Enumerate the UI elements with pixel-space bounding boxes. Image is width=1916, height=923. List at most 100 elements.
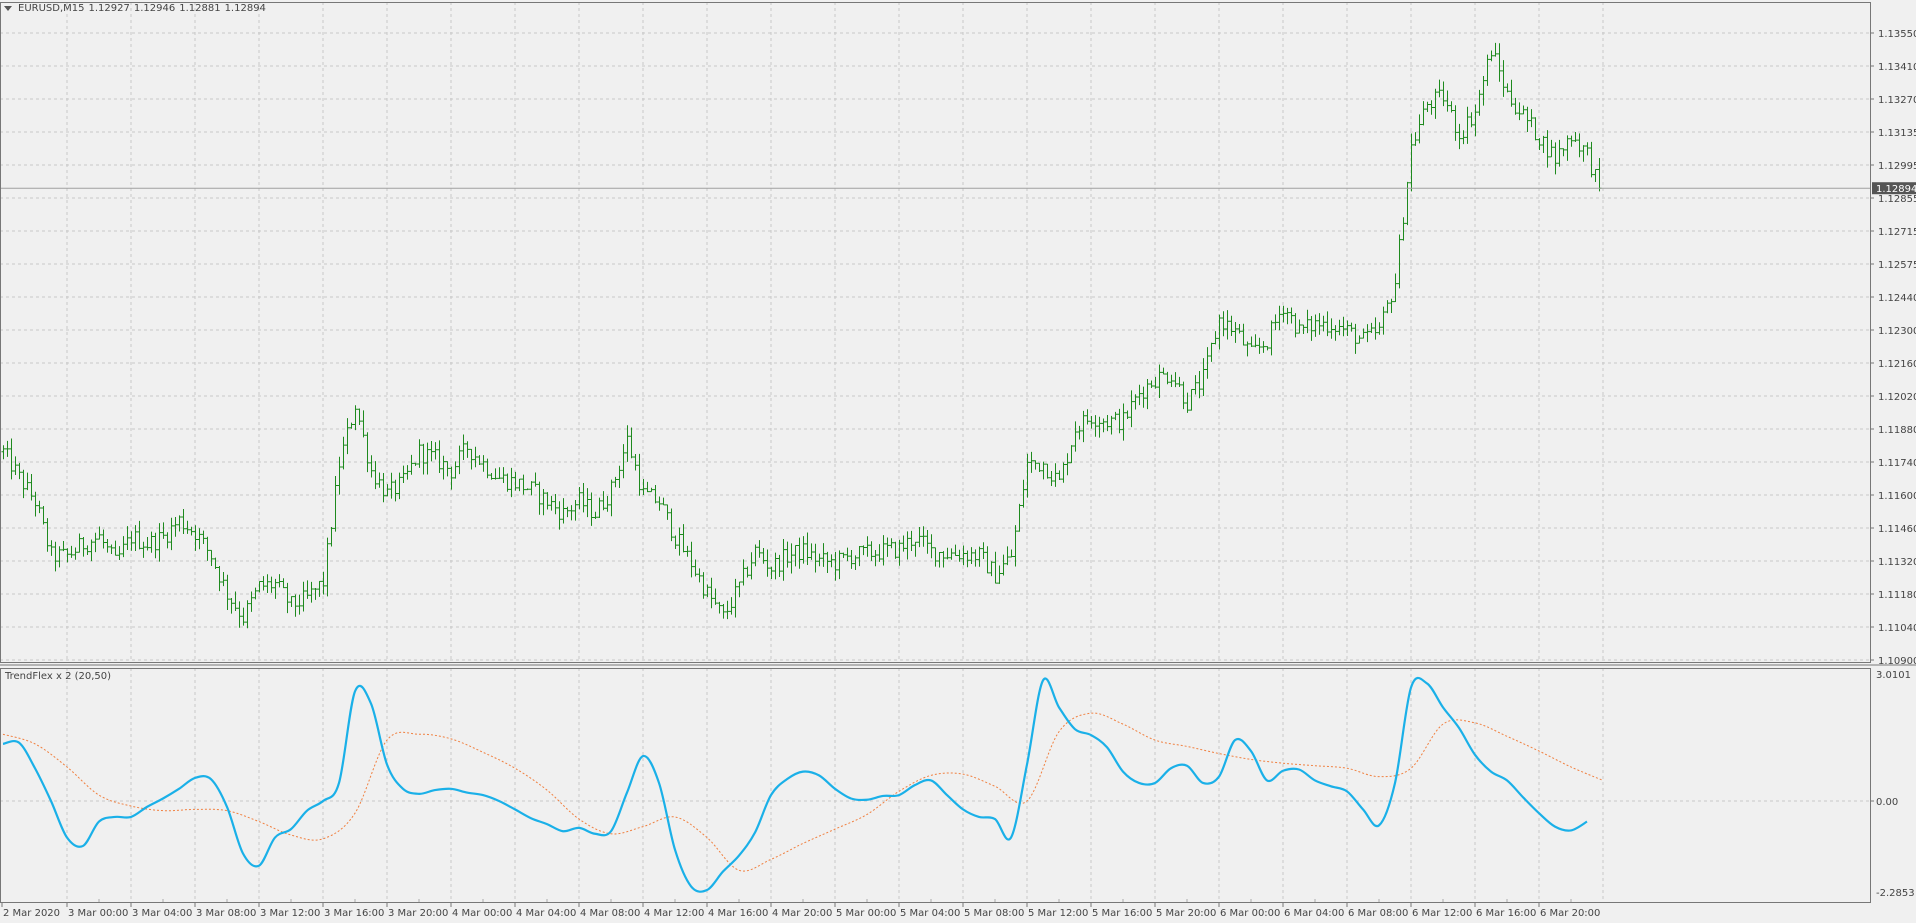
chart-header: EURUSD,M15 1.12927 1.12946 1.12881 1.128…	[4, 3, 266, 14]
time-label: 3 Mar 04:00	[132, 908, 192, 919]
price-bar	[501, 467, 506, 483]
price-bar	[389, 472, 394, 499]
price-bar	[1361, 328, 1366, 339]
time-label: 5 Mar 20:00	[1156, 908, 1216, 919]
price-bar	[833, 551, 838, 581]
price-bar	[393, 479, 398, 502]
time-label: 5 Mar 12:00	[1028, 908, 1088, 919]
price-bar	[557, 501, 562, 530]
price-bar	[1517, 102, 1522, 121]
price-label: 1.12715	[1878, 227, 1916, 238]
price-bar	[1289, 307, 1294, 324]
price-bar	[437, 440, 442, 473]
time-label: 3 Mar 12:00	[260, 908, 320, 919]
price-bar	[229, 597, 234, 614]
price-bar	[1225, 310, 1230, 340]
pane-frames	[0, 2, 1916, 903]
time-label: 6 Mar 16:00	[1476, 908, 1536, 919]
price-bar	[1001, 554, 1006, 576]
price-bar	[141, 541, 146, 558]
price-bar	[689, 541, 694, 578]
price-label: 1.13410	[1878, 62, 1916, 73]
price-bar	[313, 587, 318, 600]
price-bar	[409, 454, 414, 475]
price-bar	[57, 546, 62, 568]
price-bar	[1597, 157, 1602, 192]
price-bar	[601, 491, 606, 511]
price-bar	[405, 465, 410, 480]
time-label: 3 Mar 16:00	[324, 908, 384, 919]
price-bar	[1497, 43, 1502, 82]
price-bar	[245, 600, 250, 629]
price-bar	[293, 594, 298, 617]
price-bar	[745, 566, 750, 578]
price-bar	[1069, 445, 1074, 464]
indicator-pane-frame	[0, 668, 1871, 903]
price-bar	[133, 525, 138, 552]
price-bar	[401, 465, 406, 484]
price-bar	[949, 548, 954, 560]
price-bar	[1249, 336, 1254, 347]
price-bar	[645, 481, 650, 493]
price-label: 1.13550	[1878, 29, 1916, 40]
price-bar	[693, 559, 698, 577]
price-bar	[937, 551, 942, 568]
price-bar	[345, 418, 350, 455]
price-bar	[385, 484, 390, 497]
price-bar	[1025, 453, 1030, 498]
price-bar	[1245, 341, 1250, 357]
price-bar	[1393, 273, 1398, 303]
price-bar	[101, 529, 106, 549]
triangle-down-icon[interactable]	[4, 6, 12, 11]
price-bar	[669, 508, 674, 542]
price-bar	[1217, 314, 1222, 350]
price-bar	[1153, 376, 1158, 389]
price-bar	[1137, 384, 1142, 406]
price-bar	[761, 547, 766, 564]
price-bar	[1305, 309, 1310, 334]
price-bar	[1213, 331, 1218, 345]
price-bar	[69, 545, 74, 558]
price-bar	[369, 455, 374, 478]
price-bar	[569, 505, 574, 521]
price-bar	[957, 549, 962, 562]
price-bar	[1017, 503, 1022, 532]
price-bar	[933, 547, 938, 567]
price-bar	[1445, 90, 1450, 112]
price-bar	[1513, 97, 1518, 115]
open-value: 1.12927	[88, 3, 130, 14]
price-bar	[1077, 425, 1082, 440]
price-bar	[797, 537, 802, 569]
price-bar	[1405, 181, 1410, 226]
price-bar	[1553, 142, 1558, 175]
price-bar	[901, 535, 906, 552]
price-bar	[909, 530, 914, 551]
price-bar	[1189, 389, 1194, 411]
price-bar	[565, 506, 570, 518]
price-bar	[861, 545, 866, 556]
price-bar	[1269, 320, 1274, 356]
price-bar	[129, 531, 134, 551]
time-label: 4 Mar 16:00	[708, 908, 768, 919]
price-bar	[105, 538, 110, 553]
price-bar	[1537, 138, 1542, 151]
price-bar	[525, 488, 530, 491]
price-bar	[65, 548, 70, 563]
price-bar	[1345, 320, 1350, 336]
price-bar	[233, 591, 238, 611]
price-bar	[417, 439, 422, 468]
price-bar	[1433, 88, 1438, 119]
price-bar	[1241, 323, 1246, 346]
price-bar	[421, 443, 426, 475]
price-bar	[1197, 371, 1202, 399]
price-bar	[577, 486, 582, 510]
price-bar	[377, 472, 382, 488]
price-bar	[877, 544, 882, 562]
price-bar	[1353, 323, 1358, 354]
indicator-axis-label: -2.2853	[1876, 888, 1915, 899]
price-bar	[1261, 341, 1266, 353]
price-bar	[913, 541, 918, 557]
price-bar	[113, 540, 118, 556]
price-bar	[121, 536, 126, 558]
